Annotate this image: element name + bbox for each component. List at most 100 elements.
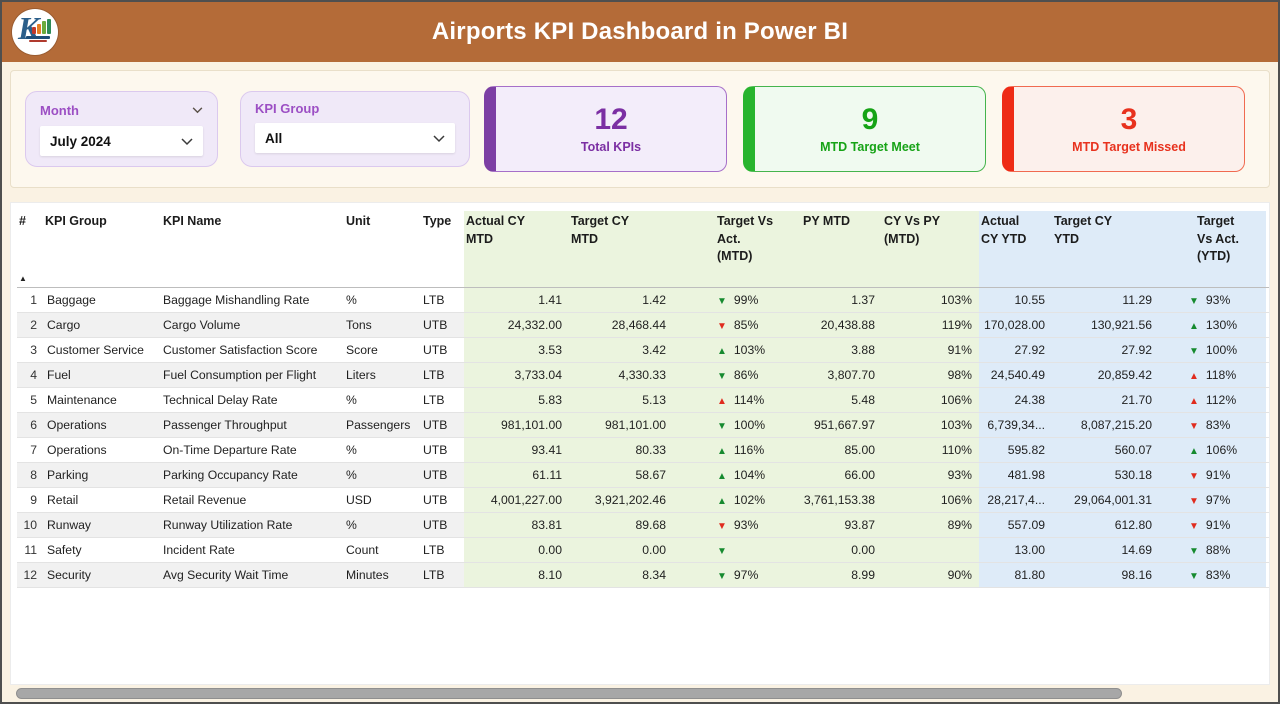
cell-group: Runway <box>43 513 161 537</box>
table-row[interactable]: 1 Baggage Baggage Mishandling Rate% LTB 1.41… <box>17 288 1269 313</box>
cell-target_ytd: 530.18 <box>1052 463 1159 487</box>
cell-py_mtd: 3.88 <box>801 338 882 362</box>
column-header-actual_mtd[interactable]: Actual CY MTD <box>464 211 569 287</box>
cell-actual_ytd: 28,217,4... <box>979 488 1052 512</box>
column-header-tva_ytd[interactable]: Target Vs Act. (YTD) <box>1159 211 1266 287</box>
cell-tva_ytd: ▼ 91% <box>1159 463 1266 487</box>
arrow-up-icon: ▲ <box>717 496 727 507</box>
arrow-down-icon: ▼ <box>717 571 727 582</box>
cell-unit: Count <box>346 543 379 557</box>
column-header-target_mtd[interactable]: Target CY MTD <box>569 211 673 287</box>
month-dropdown[interactable]: July 2024 <box>40 126 203 156</box>
table-row[interactable]: 2 Cargo Cargo Volume Tons UTB 24,332.00 28,468… <box>17 313 1269 338</box>
cell-num: 4 <box>17 363 43 387</box>
arrow-down-icon: ▼ <box>717 546 727 557</box>
total-kpis-value: 12 <box>594 102 628 136</box>
table-row[interactable]: 12 Security Avg Security Wait Time Minutes L… <box>17 563 1269 588</box>
target-vs-actual-pct: 106% <box>1205 443 1238 457</box>
table-row[interactable]: 9 Retail Retail Revenue USD UTB 4,001,227.00 3… <box>17 488 1269 513</box>
cell-type: UTB <box>423 343 448 357</box>
cell-py_mtd: 5.48 <box>801 388 882 412</box>
cell-py_mtd: 3,807.70 <box>801 363 882 387</box>
column-header-cyvspy[interactable]: CY Vs PY (MTD) <box>882 211 979 287</box>
table-row[interactable]: 11 Safety Incident Rate Count LTB 0.00 0.00 ▼ 0.… <box>17 538 1269 563</box>
cell-cyvspy: 103% <box>882 413 979 437</box>
cell-tva_mtd: ▼ <box>673 538 801 562</box>
cell-tva_mtd: ▲ 114% <box>673 388 801 412</box>
total-kpis-label: Total KPIs <box>580 139 642 154</box>
table-header-row: # ▲ KPI Group KPI Name Unit Type Actual CY MTD… <box>17 211 1269 288</box>
company-logo: K <box>12 9 58 55</box>
cell-name: Retail Revenue <box>163 493 247 507</box>
target-vs-actual-pct: 103% <box>733 343 766 357</box>
cell-target_mtd: 28,468.44 <box>569 313 673 337</box>
month-slicer-label: Month <box>40 102 79 118</box>
cell-target_mtd: 4,330.33 <box>569 363 673 387</box>
cell-target_ytd: 20,859.42 <box>1052 363 1159 387</box>
cell-tva_ytd: ▼ 88% <box>1159 538 1266 562</box>
table-row[interactable]: 7 Operations On-Time Departure Rate% UTB 93.… <box>17 438 1269 463</box>
cell-actual_mtd: 5.83 <box>464 388 569 412</box>
table-row[interactable]: 3 Customer Service Customer Satisfaction S… <box>17 338 1269 363</box>
cell-name: Fuel Consumption per Flight <box>161 363 344 387</box>
month-slicer: Month July 2024 <box>25 91 218 167</box>
column-header-unit[interactable]: Unit <box>346 214 371 228</box>
column-header-tva_mtd[interactable]: Target Vs Act. (MTD) <box>673 211 801 287</box>
cell-target_ytd: 21.70 <box>1052 388 1159 412</box>
sort-ascending-icon[interactable]: ▲ <box>19 274 27 283</box>
cell-tva_mtd: ▲ 102% <box>673 488 801 512</box>
cell-num: 9 <box>30 493 37 507</box>
cell-tva_mtd: ▼ 99% <box>673 288 801 312</box>
column-header-num[interactable]: # ▲ <box>19 214 27 283</box>
cell-unit: Tons <box>344 313 421 337</box>
cell-group: Cargo <box>43 313 161 337</box>
column-header-group[interactable]: KPI Group <box>45 214 107 228</box>
column-header-py_mtd[interactable]: PY MTD <box>801 211 882 287</box>
arrow-up-icon: ▲ <box>717 471 727 482</box>
table-row[interactable]: 4 Fuel Fuel Consumption per Flight Liters LT… <box>17 363 1269 388</box>
table-row[interactable]: 5 Maintenance Technical Delay Rate% LTB 5.83… <box>17 388 1269 413</box>
table-row[interactable]: 10 Runway Runway Utilization Rate% UTB 83.81… <box>17 513 1269 538</box>
horizontal-scrollbar[interactable] <box>16 688 1122 699</box>
arrow-down-icon: ▼ <box>1189 346 1199 357</box>
column-header-target_ytd[interactable]: Target CY YTD <box>1052 211 1159 287</box>
target-vs-actual-pct: 93% <box>733 518 759 532</box>
table-row[interactable]: 6 Operations Passenger Throughput Passenger… <box>17 413 1269 438</box>
cell-target_mtd: 1.42 <box>569 288 673 312</box>
mtd-target-missed-value: 3 <box>1120 102 1138 136</box>
column-header-actual_ytd[interactable]: Actual CY YTD <box>979 211 1052 287</box>
cell-actual_mtd: 4,001,227.00 <box>464 488 569 512</box>
cell-actual_mtd: 83.81 <box>464 513 569 537</box>
cell-py_mtd: 85.00 <box>801 438 882 462</box>
chevron-down-icon[interactable] <box>192 101 203 119</box>
cell-target_mtd: 5.13 <box>569 388 673 412</box>
cell-actual_ytd: 170,028.00 <box>979 313 1052 337</box>
cell-actual_mtd: 3,733.04 <box>464 363 569 387</box>
arrow-down-icon: ▼ <box>1189 546 1199 557</box>
cell-tva_mtd: ▼ 97% <box>673 563 801 587</box>
arrow-up-icon: ▲ <box>1189 371 1199 382</box>
cell-target_mtd: 3.42 <box>569 338 673 362</box>
cell-cyvspy: 110% <box>882 438 979 462</box>
cell-tva_ytd: ▼ 91% <box>1159 513 1266 537</box>
cell-unit: Score <box>346 343 378 357</box>
mtd-target-meet-card: 9 MTD Target Meet <box>743 86 986 172</box>
cell-py_mtd: 8.99 <box>801 563 882 587</box>
cell-py_mtd: 66.00 <box>801 463 882 487</box>
target-vs-actual-pct: 86% <box>733 368 759 382</box>
arrow-down-icon: ▼ <box>1189 296 1199 307</box>
cell-cyvspy: 98% <box>882 363 979 387</box>
kpi-group-dropdown[interactable]: All <box>255 123 455 153</box>
chevron-down-icon <box>181 134 193 149</box>
column-header-type[interactable]: Type <box>423 214 452 228</box>
target-vs-actual-pct: 97% <box>1205 493 1231 507</box>
column-header-name[interactable]: KPI Name <box>163 214 222 228</box>
cell-tva_ytd: ▼ 100% <box>1159 338 1266 362</box>
target-vs-actual-pct: 83% <box>1205 418 1231 432</box>
table-row[interactable]: 8 Parking Parking Occupancy Rate% UTB 61.11 5… <box>17 463 1269 488</box>
target-vs-actual-pct: 118% <box>1205 368 1237 382</box>
cell-cyvspy: 106% <box>882 488 979 512</box>
cell-type: UTB <box>423 493 448 507</box>
cell-unit: % <box>344 513 421 537</box>
cell-cyvspy: 89% <box>882 513 979 537</box>
